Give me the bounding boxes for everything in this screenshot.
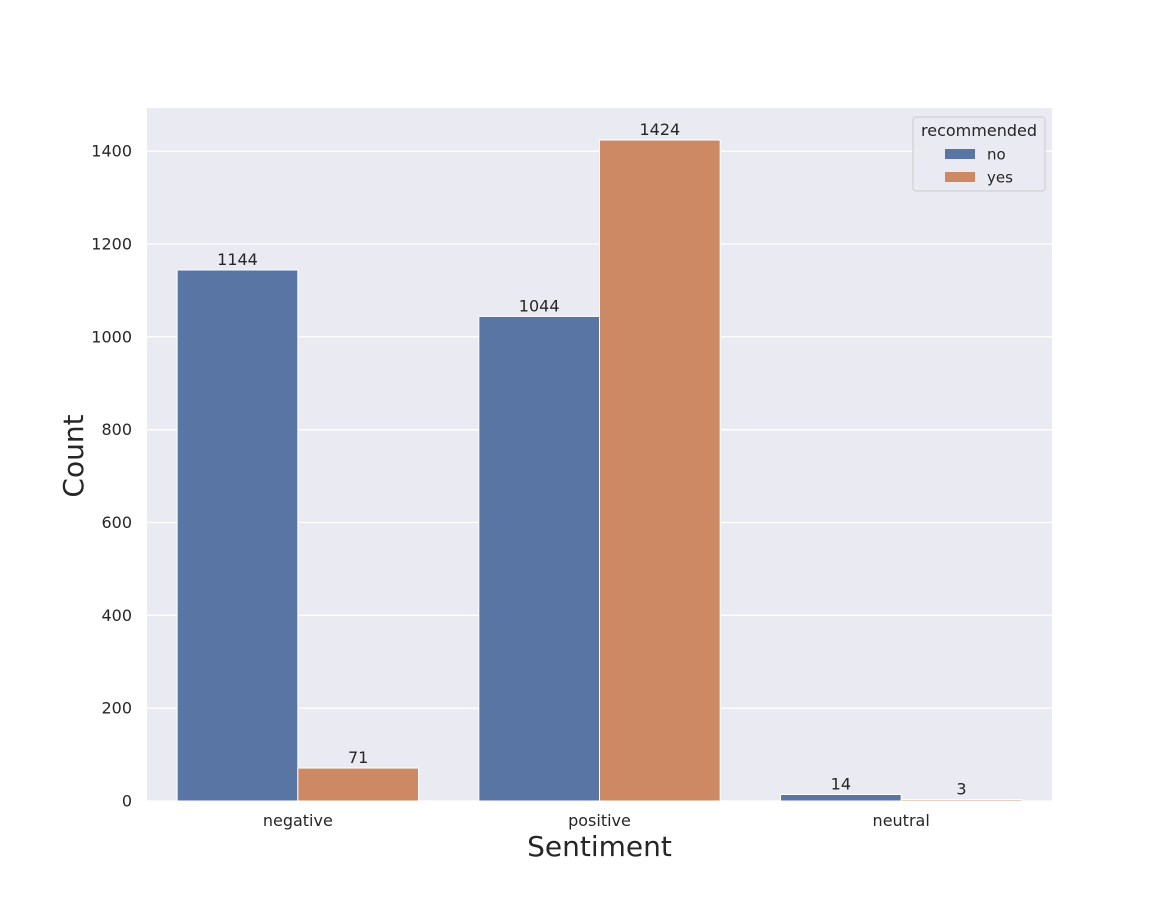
legend-items: no yes: [945, 146, 1013, 187]
x-tick-label: negative: [263, 811, 333, 830]
y-tick-label: 1200: [91, 235, 132, 254]
y-tick-label: 400: [101, 606, 132, 625]
bar-value-labels: 1144 71 1044 1424 14 3: [217, 120, 966, 799]
x-tick-label: positive: [568, 811, 631, 830]
bar-value-label: 1044: [519, 296, 560, 315]
y-tick-label: 1400: [91, 142, 132, 161]
bar-yes-negative: [297, 767, 420, 802]
y-tick-label: 200: [101, 699, 132, 718]
legend-title: recommended: [921, 121, 1037, 140]
legend-swatch-yes: [945, 172, 975, 182]
bar-value-label: 71: [348, 748, 368, 767]
bars: [176, 139, 1023, 802]
y-tick-label: 1000: [91, 327, 132, 346]
bar-yes-positive: [599, 139, 721, 802]
bar-value-label: 3: [956, 780, 966, 799]
legend-swatch-no: [945, 149, 975, 159]
legend: recommended no yes: [912, 116, 1046, 192]
y-tick-label: 600: [101, 513, 132, 532]
y-tick-label: 800: [101, 420, 132, 439]
x-tick-label: neutral: [873, 811, 930, 830]
x-axis-ticks: negative positive neutral: [263, 811, 930, 830]
x-axis-title: Sentiment: [527, 830, 672, 863]
bar-no-negative: [176, 269, 299, 802]
legend-label-no: no: [987, 146, 1006, 164]
y-axis-ticks: 0 200 400 600 800 1000 1200 1400: [91, 142, 132, 811]
bar-value-label: 14: [831, 775, 851, 794]
bar-value-label: 1144: [217, 250, 258, 269]
bar-value-label: 1424: [639, 120, 680, 139]
bar-yes-neutral: [900, 799, 1023, 802]
y-tick-label: 0: [122, 792, 132, 811]
bar-no-positive: [478, 315, 601, 802]
legend-label-yes: yes: [987, 169, 1013, 187]
bar-no-neutral: [780, 794, 902, 802]
y-axis-title: Count: [57, 414, 90, 497]
